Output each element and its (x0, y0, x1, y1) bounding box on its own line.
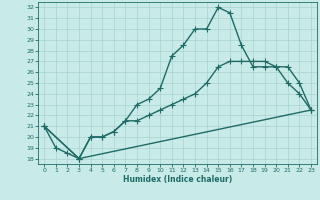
X-axis label: Humidex (Indice chaleur): Humidex (Indice chaleur) (123, 175, 232, 184)
